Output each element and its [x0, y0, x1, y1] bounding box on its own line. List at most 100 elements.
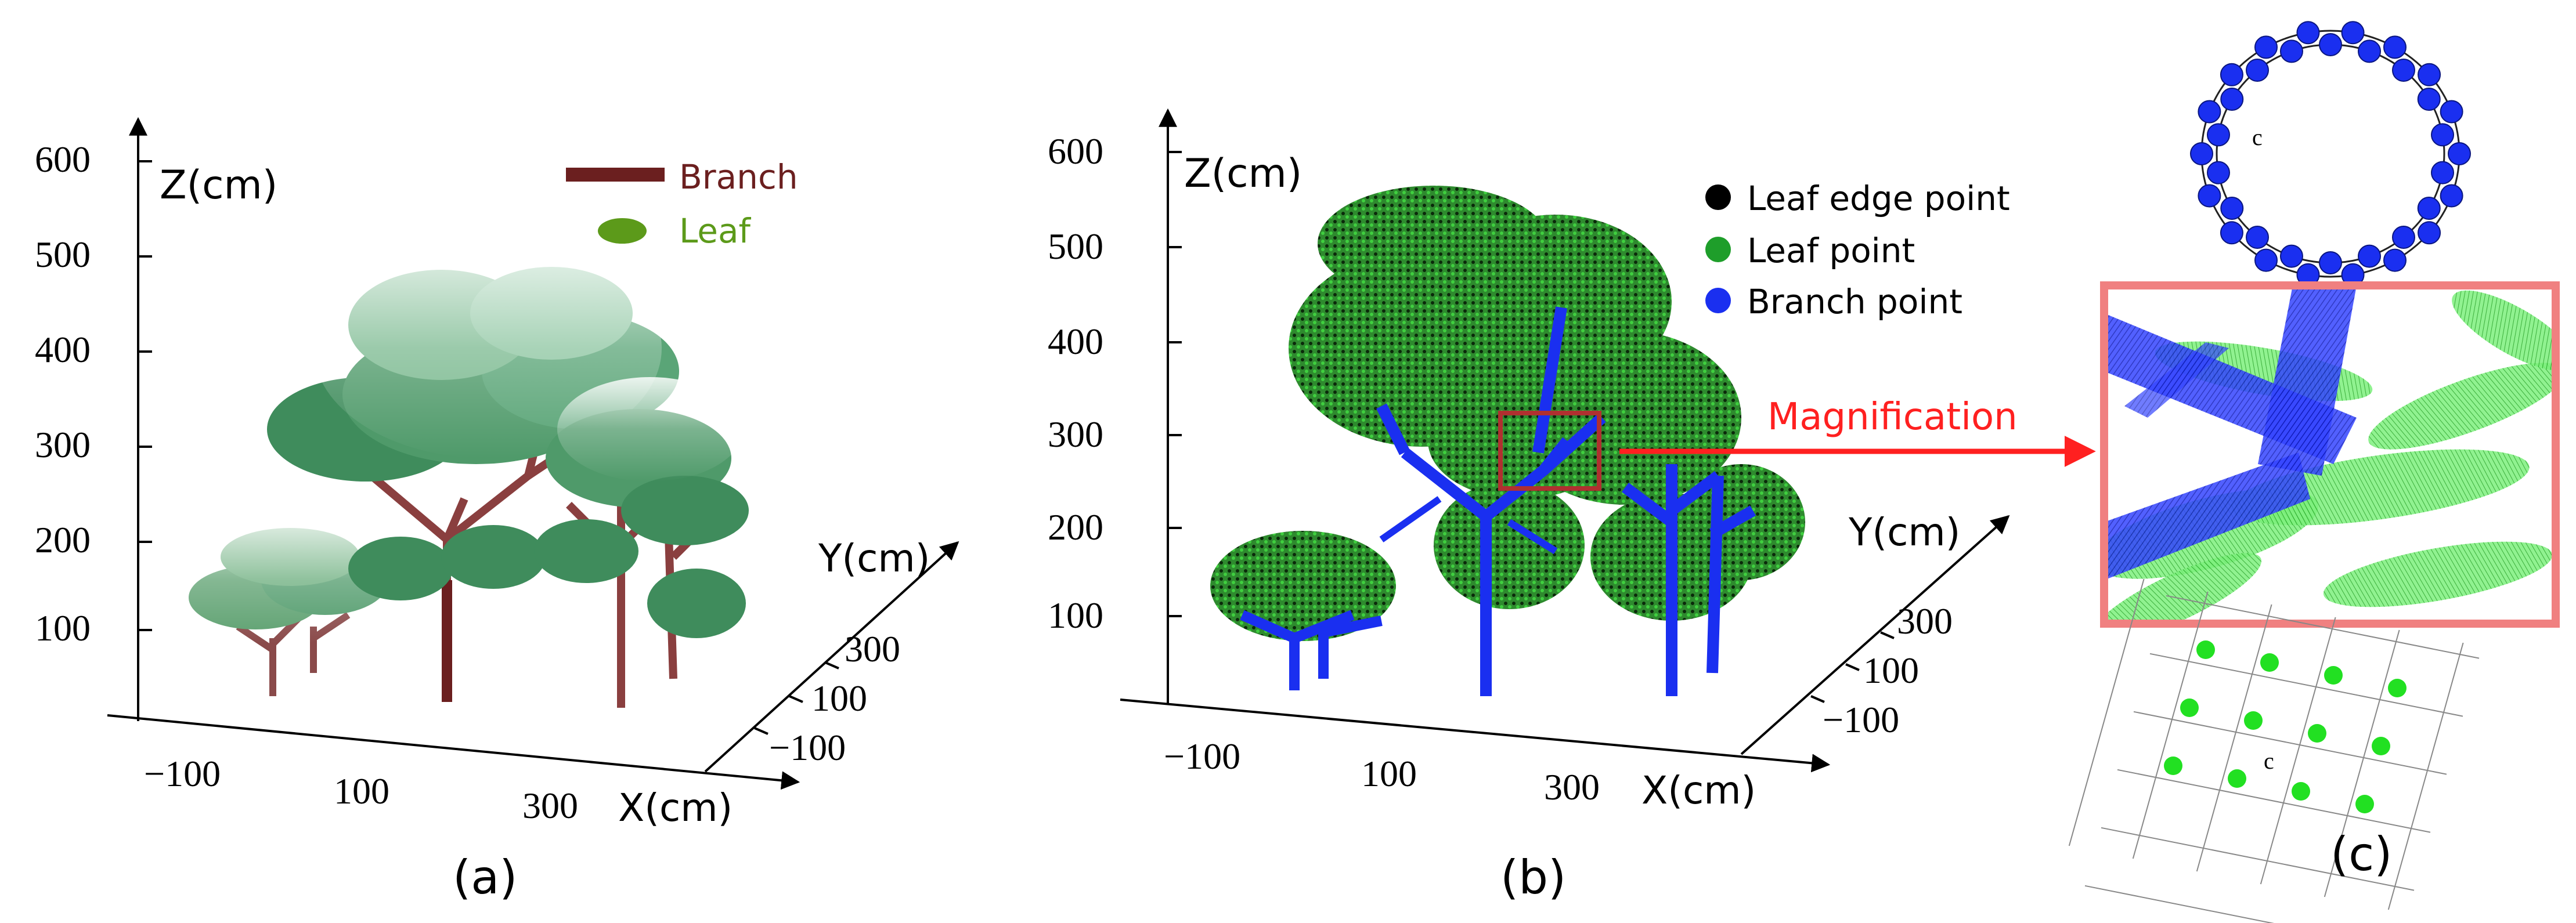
- ring-point: [2254, 248, 2278, 272]
- magnified-view: [2100, 281, 2560, 628]
- ring-point: [2198, 100, 2221, 124]
- legend-leaf-label: Leaf: [679, 211, 752, 251]
- z-tick-a-300: 300: [35, 424, 91, 465]
- tree-group-a: [180, 238, 749, 708]
- legend-b: [1705, 184, 1731, 313]
- x-axis-label-b: X(cm): [1641, 768, 1756, 813]
- z-tick-a-100: 100: [35, 607, 91, 649]
- panel-c: [2068, 21, 2560, 923]
- grid-center-label: c: [2264, 748, 2274, 774]
- ring-point: [2206, 123, 2230, 147]
- ring-point: [2417, 197, 2441, 220]
- ring-point: [2220, 88, 2244, 111]
- y-tick-b-neg100: −100: [1823, 699, 1899, 740]
- ring-point: [2198, 184, 2221, 208]
- grid-point: [2292, 782, 2310, 801]
- grid-point: [2196, 640, 2215, 659]
- tree-group-b: [1210, 186, 1805, 696]
- z-tick-b-600: 600: [1048, 131, 1103, 172]
- legend-branch-swatch: [566, 168, 665, 182]
- caption-c: (c): [2330, 827, 2392, 881]
- y-tick-a-100: 100: [811, 678, 867, 719]
- z-axis-label-b: Z(cm): [1184, 151, 1302, 197]
- legend-a: [566, 168, 665, 244]
- z-tick-b-200: 200: [1048, 506, 1103, 548]
- x-tick-a-300: 300: [522, 785, 578, 826]
- zoom-box: [1498, 411, 1601, 491]
- tree-big-a: [267, 238, 679, 702]
- magnification-label: Magnification: [1767, 396, 2018, 439]
- z-tick-b-100: 100: [1048, 595, 1103, 636]
- y-tick-b-100: 100: [1863, 650, 1919, 691]
- x-axis-label-a: X(cm): [618, 786, 733, 830]
- legend-branch-marker: [1705, 288, 1731, 313]
- z-tick-b-300: 300: [1048, 414, 1103, 455]
- x-tick-b-300: 300: [1544, 766, 1600, 808]
- ring-point: [2220, 63, 2243, 86]
- grid-point: [2228, 769, 2246, 788]
- y-axis-b: [1740, 515, 2010, 755]
- legend-leaf-edge-label: Leaf edge point: [1747, 179, 2010, 218]
- ring-point: [2246, 58, 2270, 82]
- ring-point: [2254, 35, 2278, 59]
- ring-point: [2319, 251, 2342, 274]
- ring-point: [2391, 58, 2415, 82]
- magnification-frame: [2100, 281, 2560, 628]
- ring-point: [2383, 248, 2407, 272]
- caption-a: (a): [453, 850, 517, 904]
- y-axis-label-a: Y(cm): [818, 536, 930, 581]
- tree-big-b: [1289, 186, 1741, 696]
- legend-leaf-edge-marker: [1705, 184, 1731, 210]
- leaf-point-grid: [2068, 578, 2480, 923]
- x-axis-b: [1120, 698, 1831, 773]
- grid-point: [2388, 679, 2407, 697]
- z-tick-b-500: 500: [1048, 226, 1103, 267]
- y-tick-marks-b: [1810, 631, 1895, 703]
- ring-point: [2417, 88, 2441, 111]
- ring-point: [2220, 221, 2243, 245]
- ring-point: [2431, 161, 2455, 184]
- grid-point: [2164, 757, 2182, 775]
- ring-point: [2296, 21, 2320, 45]
- branch-ring: [2190, 21, 2471, 287]
- ring-point: [2279, 244, 2303, 268]
- panel-a: [107, 117, 959, 790]
- ring-point: [2319, 33, 2342, 56]
- legend-leaf-point-label: Leaf point: [1747, 231, 1915, 270]
- tree-right-b: [1590, 464, 1805, 696]
- ring-point: [2206, 161, 2230, 184]
- z-tick-b-400: 400: [1048, 321, 1103, 362]
- z-tick-marks-a: [138, 160, 152, 631]
- ring-point: [2440, 100, 2463, 124]
- x-tick-a-neg100: −100: [144, 753, 221, 794]
- ring-point: [2440, 184, 2463, 208]
- ring-point: [2418, 63, 2441, 86]
- grid-point: [2324, 666, 2343, 685]
- legend-branch-point-label: Branch point: [1747, 282, 1962, 321]
- grid-point: [2180, 698, 2199, 717]
- y-tick-a-neg100: −100: [769, 727, 846, 768]
- y-tick-a-300: 300: [845, 628, 900, 669]
- y-tick-marks-a: [754, 661, 839, 735]
- legend-branch-label: Branch: [679, 157, 798, 197]
- ring-point: [2431, 123, 2455, 147]
- grid-point: [2372, 737, 2390, 755]
- z-axis-label-a: Z(cm): [160, 162, 277, 208]
- y-axis-a: [704, 541, 959, 773]
- ring-point: [2418, 221, 2441, 245]
- legend-leaf-swatch: [598, 218, 647, 244]
- x-tick-a-100: 100: [334, 770, 389, 812]
- z-tick-a-200: 200: [35, 519, 91, 560]
- ring-point: [2220, 197, 2244, 220]
- ring-point: [2383, 35, 2407, 59]
- grid-point: [2244, 711, 2263, 730]
- shrub-a: [180, 516, 389, 696]
- z-tick-a-400: 400: [35, 329, 91, 370]
- y-axis-label-b: Y(cm): [1848, 510, 1960, 555]
- x-tick-b-100: 100: [1361, 753, 1417, 794]
- caption-b: (b): [1500, 850, 1566, 904]
- legend-leaf-marker: [1705, 237, 1731, 262]
- panel-b: [1120, 108, 2096, 773]
- ring-point: [2448, 142, 2471, 165]
